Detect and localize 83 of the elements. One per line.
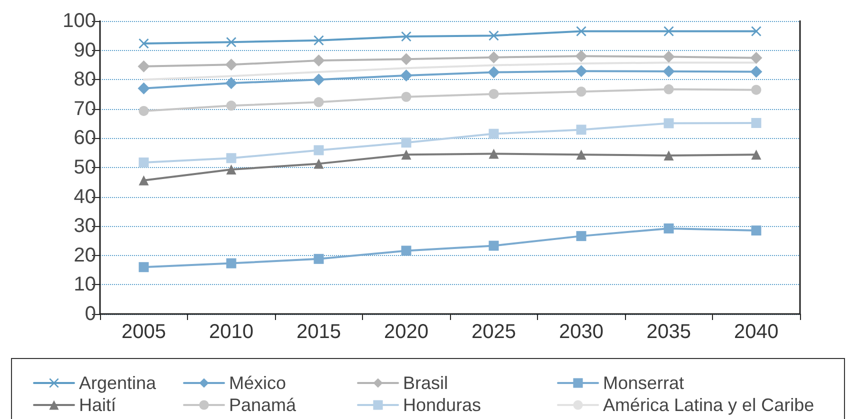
point [664, 118, 674, 128]
point [314, 35, 324, 46]
legend-label: México [229, 373, 286, 393]
x-tick-label: 2010 [209, 321, 254, 343]
legend-label: América Latina y el Caribe [603, 395, 814, 415]
point [750, 52, 762, 64]
point [575, 50, 588, 62]
point [314, 97, 324, 108]
point [401, 32, 412, 42]
point [225, 77, 238, 90]
point [664, 150, 674, 160]
x-tick-label: 2030 [559, 321, 604, 343]
point [226, 258, 236, 268]
point [138, 82, 150, 94]
y-tick-label: 30 [74, 215, 96, 238]
point [312, 54, 325, 67]
y-tick-label: 90 [74, 39, 96, 62]
point [751, 225, 762, 236]
point [401, 150, 412, 160]
point [225, 58, 238, 71]
legend-label: Honduras [403, 395, 482, 415]
y-tick-label: 70 [74, 98, 96, 120]
point [488, 30, 499, 41]
point [314, 145, 324, 156]
point [400, 70, 412, 82]
x-tick-label: 2025 [472, 321, 516, 343]
point [401, 246, 412, 256]
point [226, 37, 236, 48]
point [226, 153, 236, 164]
point [138, 106, 149, 116]
y-tick-label: 50 [74, 156, 96, 178]
point [488, 240, 499, 251]
point [575, 65, 588, 78]
x-tick-label: 2015 [296, 321, 341, 343]
point [401, 138, 412, 148]
point [138, 158, 149, 168]
point [576, 231, 586, 242]
point [226, 100, 236, 111]
point [400, 53, 412, 66]
point [488, 66, 500, 78]
x-tick-label: 2005 [122, 321, 166, 343]
point [576, 26, 586, 36]
legend-label: Monserrat [603, 373, 684, 393]
point [138, 175, 149, 186]
point [751, 150, 762, 160]
point [226, 164, 236, 175]
point [751, 26, 762, 36]
point [576, 150, 586, 160]
point [576, 86, 586, 97]
y-tick-label: 20 [74, 244, 96, 266]
legend-label: Argentina [79, 373, 158, 393]
point [488, 88, 499, 99]
point [664, 84, 674, 94]
y-tick-label: 80 [74, 68, 96, 91]
point [138, 38, 149, 49]
point [138, 60, 150, 72]
point [314, 254, 324, 264]
legend-label: Haití [79, 395, 116, 415]
x-tick-label: 2020 [384, 321, 428, 343]
point [312, 74, 325, 86]
point [576, 124, 586, 135]
legend-label: Brasil [403, 373, 448, 393]
point [401, 92, 412, 102]
y-tick-label: 60 [74, 127, 96, 150]
y-tick-label: 100 [62, 10, 96, 32]
x-tick-label: 2035 [646, 321, 691, 343]
y-tick-label: 10 [74, 274, 96, 296]
legend-label: Panamá [229, 395, 298, 415]
point [664, 26, 674, 36]
point [488, 128, 499, 139]
point [662, 65, 675, 78]
point [488, 148, 499, 159]
point [750, 66, 762, 78]
point [138, 262, 149, 272]
point [662, 50, 675, 63]
y-tick-label: 40 [74, 186, 96, 208]
point [664, 223, 674, 234]
point [488, 51, 500, 64]
y-tick-label: 0 [84, 303, 96, 325]
x-tick-label: 2040 [734, 321, 778, 343]
point [751, 84, 762, 95]
point [314, 158, 324, 169]
point [751, 118, 762, 128]
